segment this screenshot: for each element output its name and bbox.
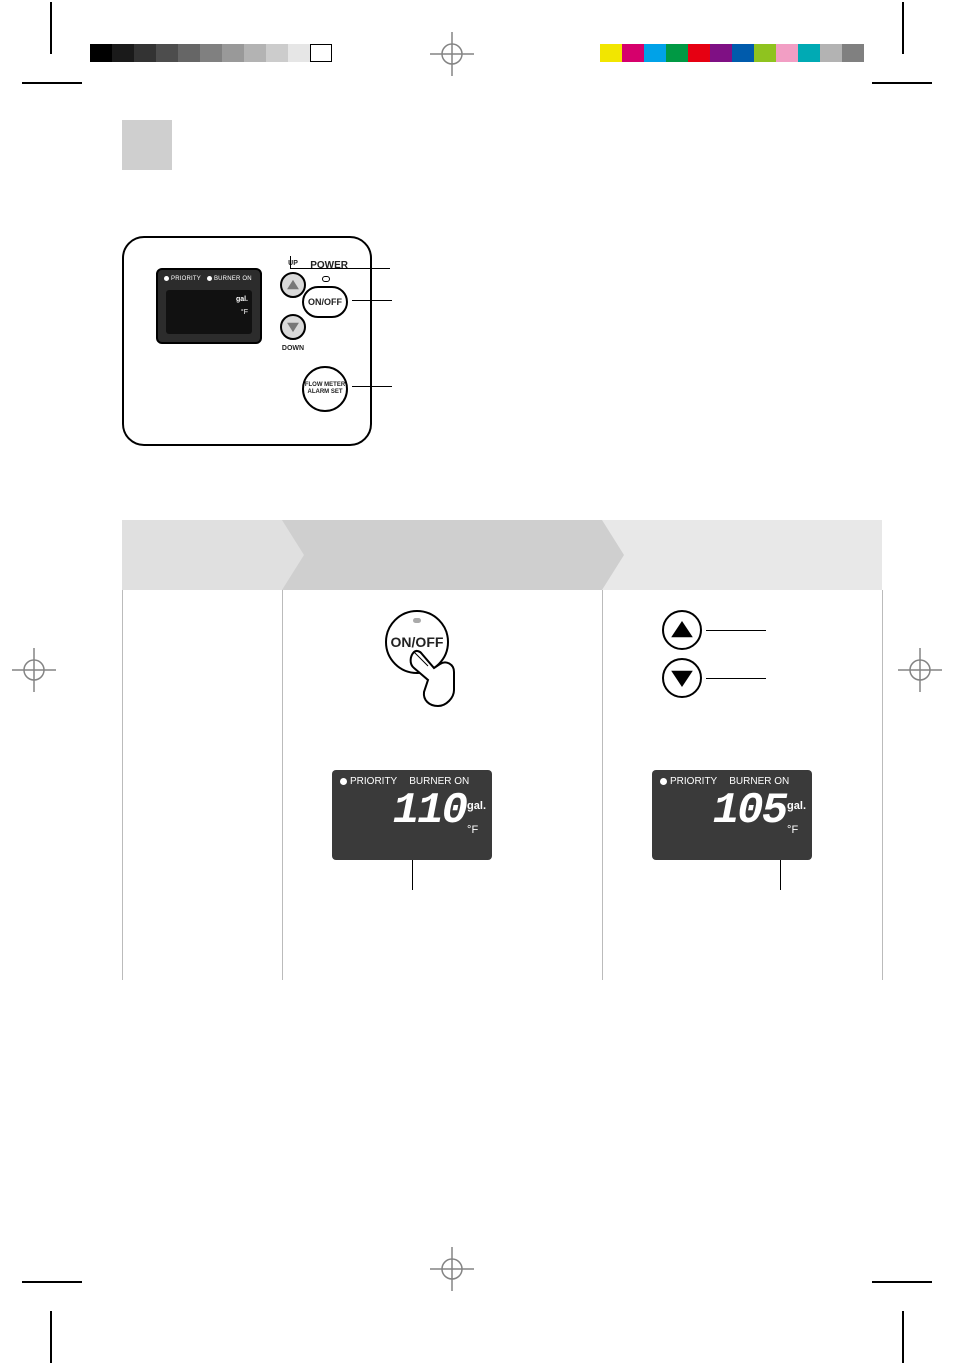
priority-indicator: PRIORITY (164, 276, 201, 282)
arrow-leader-down (706, 678, 766, 679)
controller-display-unit: PRIORITY BURNER ON gal. °F (156, 268, 262, 344)
onoff-button-label: ON/OFF (308, 297, 342, 307)
onoff-press-illustration: ON/OFF (362, 610, 472, 720)
swatch (244, 44, 266, 62)
page-number-box (122, 120, 172, 170)
down-button[interactable] (280, 314, 306, 340)
swatch (222, 44, 244, 62)
swatch (600, 44, 622, 62)
lcd2-degf-label: °F (467, 824, 486, 836)
flow-header-col1 (122, 520, 282, 590)
swatch (754, 44, 776, 62)
lcd2-leader (412, 860, 413, 890)
down-label: DOWN (282, 345, 304, 352)
swatch (178, 44, 200, 62)
up-button[interactable] (280, 272, 306, 298)
crop-mark-bottom-right (870, 1267, 930, 1327)
flow-header (122, 520, 882, 590)
color-bar (600, 44, 864, 62)
swatch (732, 44, 754, 62)
swatch (266, 44, 288, 62)
swatch (134, 44, 156, 62)
lcd-panel-step3: PRIORITY BURNER ON 105 gal. °F (652, 770, 812, 860)
hand-pointer-icon (404, 646, 460, 710)
crop-mark-bottom-left (24, 1267, 84, 1327)
swatch (842, 44, 864, 62)
controller-indicator-row: PRIORITY BURNER ON (164, 276, 254, 282)
swatch (622, 44, 644, 62)
leader-line-flow (352, 386, 392, 387)
flow-button-label: FLOW METER ALARM SET (305, 382, 345, 395)
swatch (200, 44, 222, 62)
power-label: POWER (310, 260, 348, 271)
onoff-button[interactable]: ON/OFF (302, 286, 348, 318)
registration-crosshair-bottom (430, 1247, 474, 1291)
arrow-leader-up (706, 630, 766, 631)
grayscale-bar (90, 44, 332, 62)
gal-unit-label: gal. (170, 296, 248, 303)
flow-header-col3 (602, 520, 882, 590)
flow-header-col2 (282, 520, 602, 590)
lcd2-units: gal. °F (467, 800, 486, 836)
lcd3-units: gal. °F (787, 800, 806, 836)
swatch (112, 44, 134, 62)
lcd3-gal-label: gal. (787, 800, 806, 812)
onoff-led-icon (413, 618, 421, 623)
swatch (666, 44, 688, 62)
swatch (820, 44, 842, 62)
lcd3-degf-label: °F (787, 824, 806, 836)
swatch (688, 44, 710, 62)
lcd2-priority-indicator: PRIORITY (340, 776, 397, 787)
power-led-icon (322, 276, 330, 282)
swatch (776, 44, 798, 62)
arrow-buttons-illustration (662, 610, 812, 720)
registration-crosshair-right (898, 648, 942, 692)
lcd3-leader (780, 860, 781, 890)
lcd3-priority-indicator: PRIORITY (660, 776, 717, 787)
degf-unit-label: °F (170, 309, 248, 316)
operation-flow-section: ON/OFF PRIORITY BURNER ON 110 gal. °F (122, 520, 882, 980)
swatch (798, 44, 820, 62)
swatch (90, 44, 112, 62)
temp-down-button[interactable] (662, 658, 702, 698)
registration-crosshair-left (12, 648, 56, 692)
flow-body: ON/OFF PRIORITY BURNER ON 110 gal. °F (122, 610, 882, 980)
leader-line-onoff (352, 300, 392, 301)
crop-mark-top-right (870, 38, 930, 98)
swatch (644, 44, 666, 62)
leader-line-updown (290, 268, 390, 269)
swatch (156, 44, 178, 62)
burner-indicator: BURNER ON (207, 276, 252, 282)
lcd2-gal-label: gal. (467, 800, 486, 812)
leader-line-updown-v (290, 256, 291, 268)
swatch (288, 44, 310, 62)
swatch (310, 44, 332, 62)
controller-lcd-screen: gal. °F (166, 290, 252, 334)
temp-up-button[interactable] (662, 610, 702, 650)
chevron-1 (282, 520, 304, 590)
registration-crosshair-top (430, 32, 474, 76)
column-divider-4 (882, 590, 883, 980)
lcd-panel-step2: PRIORITY BURNER ON 110 gal. °F (332, 770, 492, 860)
swatch (710, 44, 732, 62)
chevron-2 (602, 520, 624, 590)
flow-meter-alarm-set-button[interactable]: FLOW METER ALARM SET (302, 366, 348, 412)
crop-mark-top-left (24, 38, 84, 98)
